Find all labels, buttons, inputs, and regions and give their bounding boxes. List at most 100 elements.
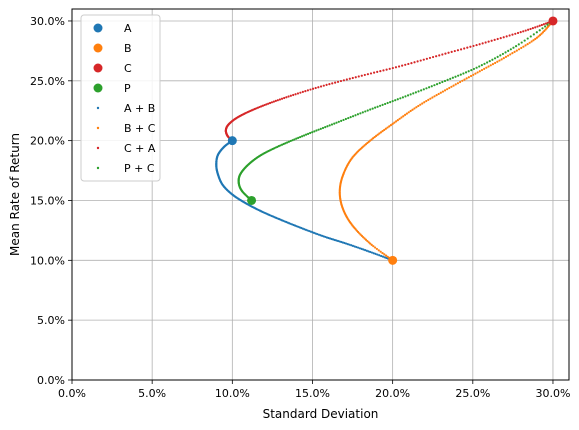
curve-point: [491, 58, 494, 61]
curve-point: [389, 124, 393, 127]
curve-point: [435, 94, 438, 97]
curve-point: [394, 66, 398, 69]
curve-point: [401, 96, 404, 99]
legend-marker: [96, 166, 100, 170]
curve-point: [285, 96, 288, 99]
curve-point: [524, 44, 527, 47]
curve-point: [370, 251, 374, 254]
curve-point: [466, 46, 469, 49]
curve-point: [351, 115, 355, 118]
curve-point: [317, 128, 320, 131]
curve-point: [425, 57, 428, 60]
curve-point: [333, 122, 336, 125]
curve-point: [453, 49, 456, 53]
curve-point: [535, 31, 538, 34]
curve-point: [370, 138, 373, 141]
curve-point: [258, 105, 261, 109]
y-tick-label: 5.0%: [37, 314, 65, 327]
curve-point: [451, 76, 454, 79]
curve-point: [280, 143, 284, 146]
curve-point: [304, 133, 308, 136]
curve-point: [487, 40, 490, 43]
curve-point: [296, 92, 300, 95]
asset-point-a: [227, 136, 237, 146]
curve-point: [493, 57, 497, 60]
curve-point: [524, 29, 527, 32]
curve-point: [461, 79, 464, 82]
curve-point: [342, 118, 345, 122]
curve-point: [369, 108, 372, 111]
curve-point: [447, 51, 450, 54]
curve-point: [270, 101, 274, 104]
curve-point: [328, 83, 331, 86]
curve-point: [481, 42, 484, 45]
y-axis-label: Mean Rate of Return: [8, 133, 22, 256]
curve-point: [504, 51, 507, 54]
curve-point: [272, 100, 275, 103]
curve-point: [293, 138, 296, 141]
curve-point: [386, 126, 389, 129]
curve-point: [311, 87, 315, 90]
curve-point: [480, 64, 483, 67]
curve-point: [302, 134, 306, 137]
curve-point: [282, 142, 285, 146]
curve-point: [446, 88, 449, 91]
curve-point: [439, 91, 442, 94]
curve-point: [335, 121, 338, 124]
curve-point: [415, 106, 418, 109]
curve-point: [280, 97, 284, 100]
curve-point: [274, 99, 277, 103]
curve-point: [417, 90, 420, 93]
curve-point: [544, 25, 547, 28]
curve-point: [452, 84, 455, 87]
curve-point: [291, 139, 294, 142]
curve-point: [376, 70, 379, 74]
legend-marker: [96, 106, 100, 110]
curve-point: [355, 245, 358, 249]
curve-point: [380, 254, 383, 258]
legend-marker: [93, 63, 103, 73]
curve-point: [353, 245, 356, 248]
curve-point: [306, 89, 310, 92]
curve-point: [529, 35, 532, 38]
x-tick-label: 0.0%: [58, 387, 86, 400]
curve-point: [386, 101, 389, 105]
curve-point: [391, 66, 394, 70]
curve-point: [378, 254, 381, 257]
y-tick-label: 0.0%: [37, 374, 65, 387]
curve-point: [478, 43, 481, 46]
curve-point: [369, 72, 373, 75]
curve-point: [475, 43, 478, 47]
curve-point: [478, 70, 481, 73]
legend-marker: [93, 23, 103, 33]
curve-point: [443, 79, 447, 83]
curve-point: [478, 65, 481, 68]
curve-point: [544, 22, 547, 25]
curve-point: [397, 65, 401, 68]
curve-point: [351, 76, 354, 80]
curve-point: [480, 68, 484, 72]
curve-point: [486, 61, 489, 64]
curve-point: [425, 99, 428, 103]
curve-point: [431, 96, 434, 99]
curve-point: [529, 27, 532, 31]
curve-point: [263, 103, 266, 107]
curve-point: [321, 126, 325, 130]
curve-point: [379, 104, 382, 107]
curve-point: [383, 253, 386, 256]
curve-point: [522, 30, 525, 33]
curve-point: [540, 23, 543, 27]
curve-point: [412, 92, 415, 95]
asset-point-c: [548, 16, 558, 26]
curve-point: [349, 116, 352, 119]
curve-point: [366, 73, 370, 76]
curve-point: [376, 253, 379, 256]
curve-point: [366, 239, 369, 243]
curve-point: [404, 63, 407, 66]
curve-point: [287, 95, 290, 98]
curve-point: [347, 116, 350, 120]
curve-point: [429, 97, 432, 100]
curve-point: [538, 34, 542, 37]
curve-point: [472, 67, 476, 71]
